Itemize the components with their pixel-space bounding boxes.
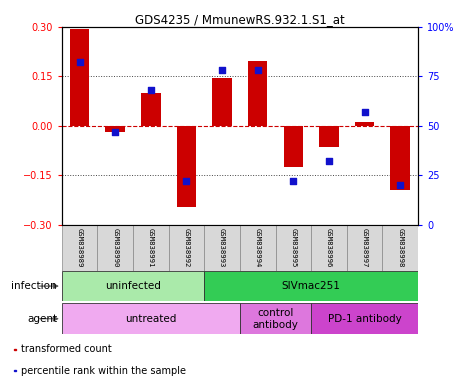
Bar <box>204 225 240 271</box>
Bar <box>204 271 418 301</box>
Text: GSM838995: GSM838995 <box>290 228 296 267</box>
Bar <box>382 225 418 271</box>
Text: GSM838989: GSM838989 <box>76 228 83 267</box>
Bar <box>133 225 169 271</box>
Point <box>218 67 226 73</box>
Bar <box>355 122 374 126</box>
Bar <box>240 225 276 271</box>
Bar <box>177 126 196 207</box>
Bar <box>169 225 204 271</box>
Text: percentile rank within the sample: percentile rank within the sample <box>21 366 186 376</box>
Text: GSM838997: GSM838997 <box>361 228 368 267</box>
Text: GSM838994: GSM838994 <box>255 228 261 267</box>
Title: GDS4235 / MmunewRS.932.1.S1_at: GDS4235 / MmunewRS.932.1.S1_at <box>135 13 345 26</box>
Text: GSM838991: GSM838991 <box>148 228 154 267</box>
Point <box>182 178 190 184</box>
Text: SIVmac251: SIVmac251 <box>282 281 341 291</box>
Point <box>76 60 84 66</box>
Bar <box>212 78 232 126</box>
Text: GSM838993: GSM838993 <box>219 228 225 267</box>
Text: control
antibody: control antibody <box>253 308 298 329</box>
Text: untreated: untreated <box>125 314 177 324</box>
Bar <box>97 225 133 271</box>
Point <box>111 129 119 135</box>
Text: infection: infection <box>11 281 57 291</box>
Text: GSM838998: GSM838998 <box>397 228 403 267</box>
Text: transformed count: transformed count <box>21 344 112 354</box>
Bar <box>240 303 311 334</box>
Text: PD-1 antibody: PD-1 antibody <box>328 314 401 324</box>
Point <box>289 178 297 184</box>
Text: GSM838996: GSM838996 <box>326 228 332 267</box>
Bar <box>390 126 410 190</box>
Bar <box>311 225 347 271</box>
Bar <box>62 271 204 301</box>
Bar <box>284 126 303 167</box>
Point <box>361 109 369 115</box>
Bar <box>14 349 17 350</box>
Bar <box>276 225 311 271</box>
Bar <box>70 28 89 126</box>
Text: agent: agent <box>27 314 57 324</box>
Bar <box>14 370 17 371</box>
Point <box>147 87 155 93</box>
Bar <box>62 225 97 271</box>
Bar <box>141 93 161 126</box>
Bar <box>347 225 382 271</box>
Bar <box>62 303 240 334</box>
Point <box>254 67 261 73</box>
Text: GSM838990: GSM838990 <box>112 228 118 267</box>
Text: uninfected: uninfected <box>105 281 161 291</box>
Bar <box>311 303 418 334</box>
Point <box>396 182 404 188</box>
Bar <box>105 126 125 132</box>
Text: GSM838992: GSM838992 <box>183 228 190 267</box>
Bar <box>319 126 339 147</box>
Bar <box>248 61 267 126</box>
Point <box>325 158 332 164</box>
